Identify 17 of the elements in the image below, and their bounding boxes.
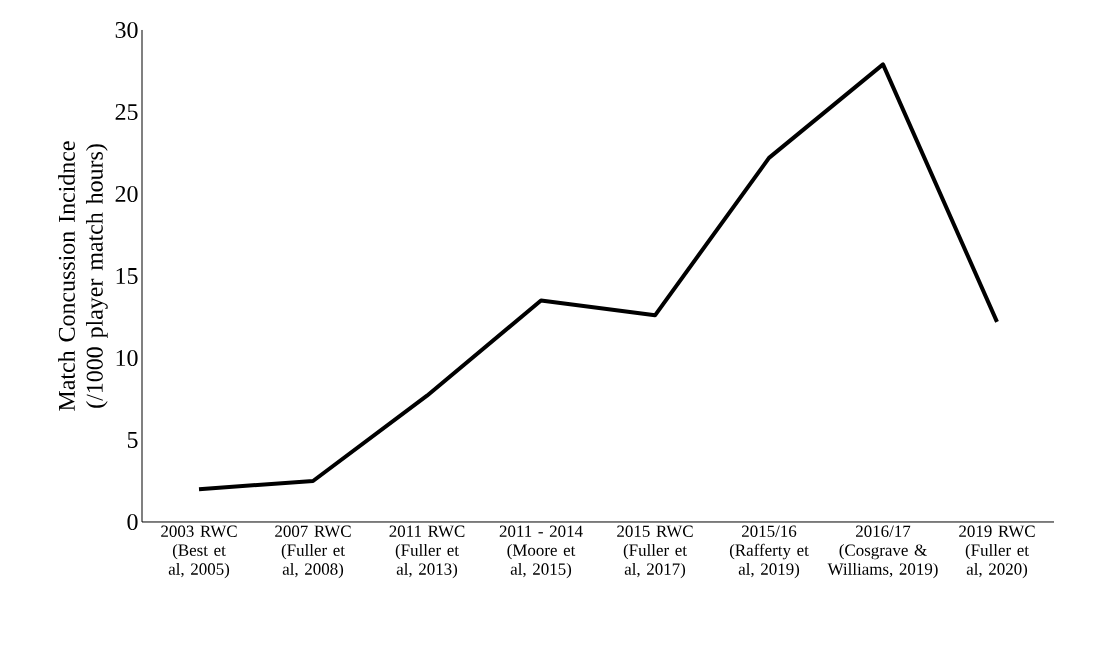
y-axis-title: Match Concussion Incidnce (/1000 player match hours): [58, 141, 108, 411]
x-tick-label: 2016/17 (Cosgrave & Williams, 2019): [827, 525, 938, 579]
x-tick-label: 2015/16 (Rafferty et al, 2019): [729, 525, 809, 579]
y-tick-label: 0: [127, 513, 138, 531]
x-tick-label: 2011 - 2014 (Moore et al, 2015): [499, 525, 583, 579]
x-tick-label: 2015 RWC (Fuller et al, 2017): [617, 525, 693, 579]
x-tick-label: 2003 RWC (Best et al, 2005): [161, 525, 237, 579]
y-tick-label: 20: [115, 185, 138, 203]
y-tick-label: 10: [116, 349, 138, 367]
y-tick-label: 30: [115, 21, 138, 39]
x-tick-label: 2011 RWC (Fuller et al, 2013): [389, 525, 465, 579]
line-series: [197, 62, 1000, 492]
y-tick-label: 15: [116, 267, 138, 284]
y-tick-label: 5: [127, 432, 138, 448]
x-tick-label: 2007 RWC (Fuller et al, 2008): [275, 525, 351, 579]
x-tick-label: 2019 RWC (Fuller et al, 2020): [959, 525, 1035, 579]
y-tick-label: 25: [115, 103, 138, 121]
